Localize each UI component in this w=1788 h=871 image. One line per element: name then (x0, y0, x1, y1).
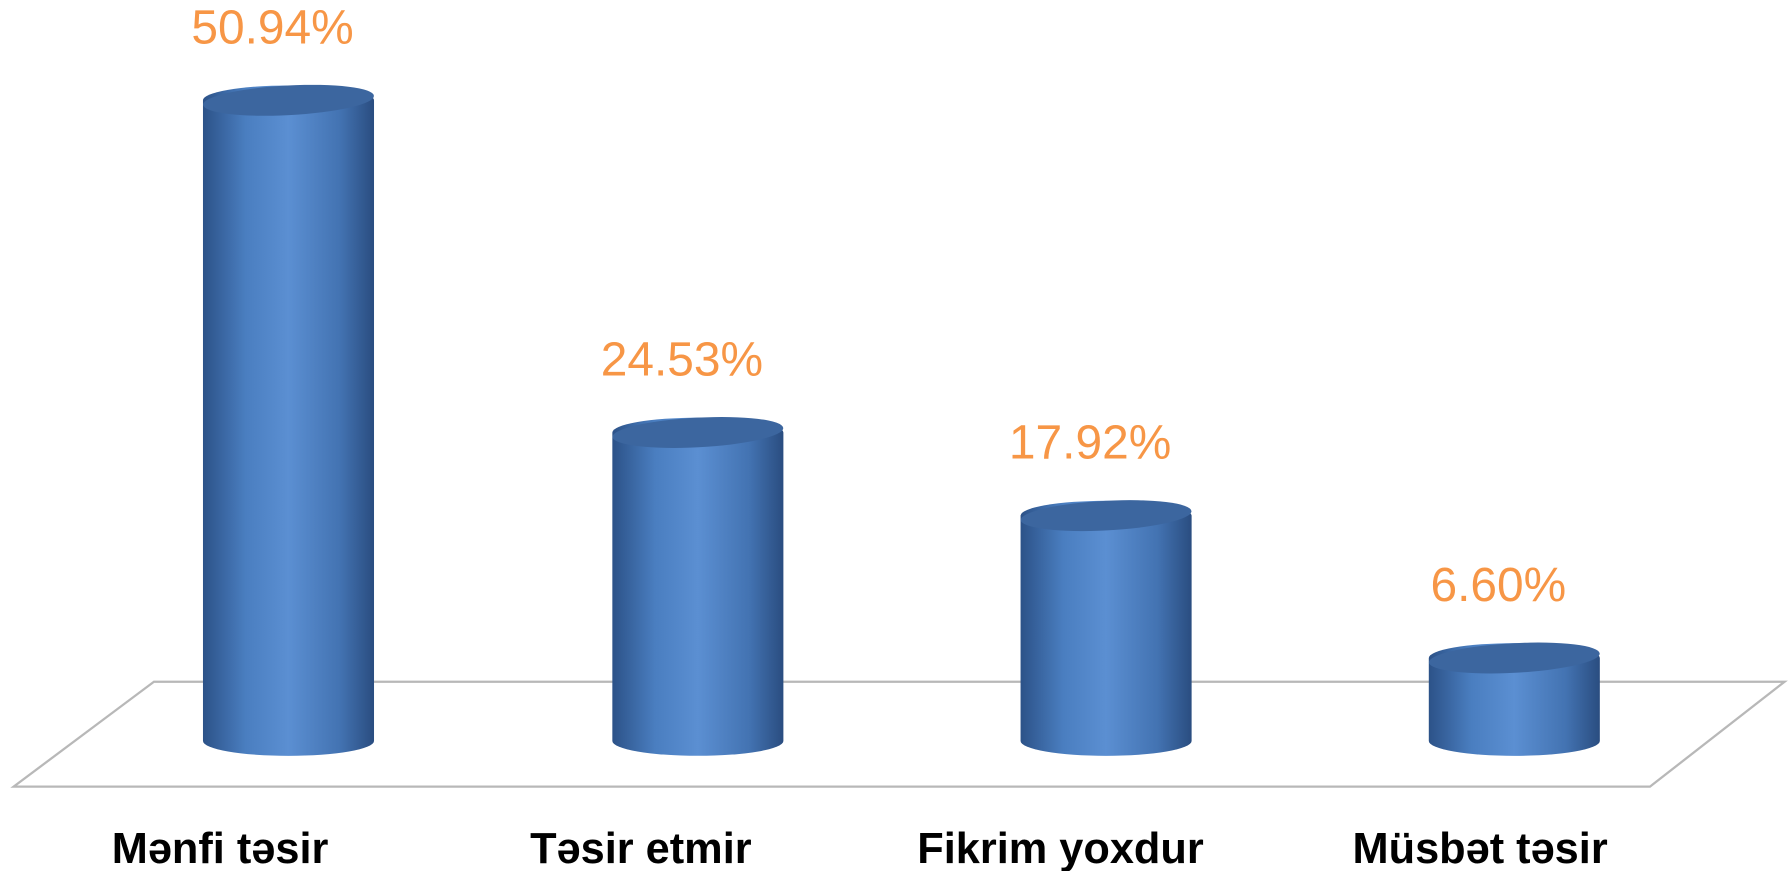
bar-cap (203, 84, 374, 116)
bar (612, 417, 784, 756)
data-label: 6.60% (1430, 559, 1566, 612)
bar-cap (1020, 500, 1192, 532)
bar-cap (1428, 642, 1600, 674)
bar (1020, 500, 1192, 756)
x-tick-label: Müsbət təsir (1353, 825, 1608, 871)
bar-body (612, 417, 784, 756)
data-label: 50.94% (191, 1, 353, 54)
data-label: 24.53% (601, 333, 763, 386)
data-label: 17.92% (1009, 417, 1171, 470)
x-tick-label: Təsir etmir (530, 825, 752, 871)
plot: 50.94% Mənfi təsir 24.53% Təsir etmir 17.92%… (10, 1, 1788, 871)
x-tick-label: Fikrim yoxdur (917, 825, 1204, 871)
bar (202, 84, 375, 756)
bar-body (1020, 500, 1192, 756)
bar-cap (612, 417, 784, 448)
floor (10, 680, 1788, 788)
bar (1428, 642, 1600, 756)
x-tick-label: Mənfi təsir (112, 825, 329, 871)
bar-body (202, 85, 375, 756)
